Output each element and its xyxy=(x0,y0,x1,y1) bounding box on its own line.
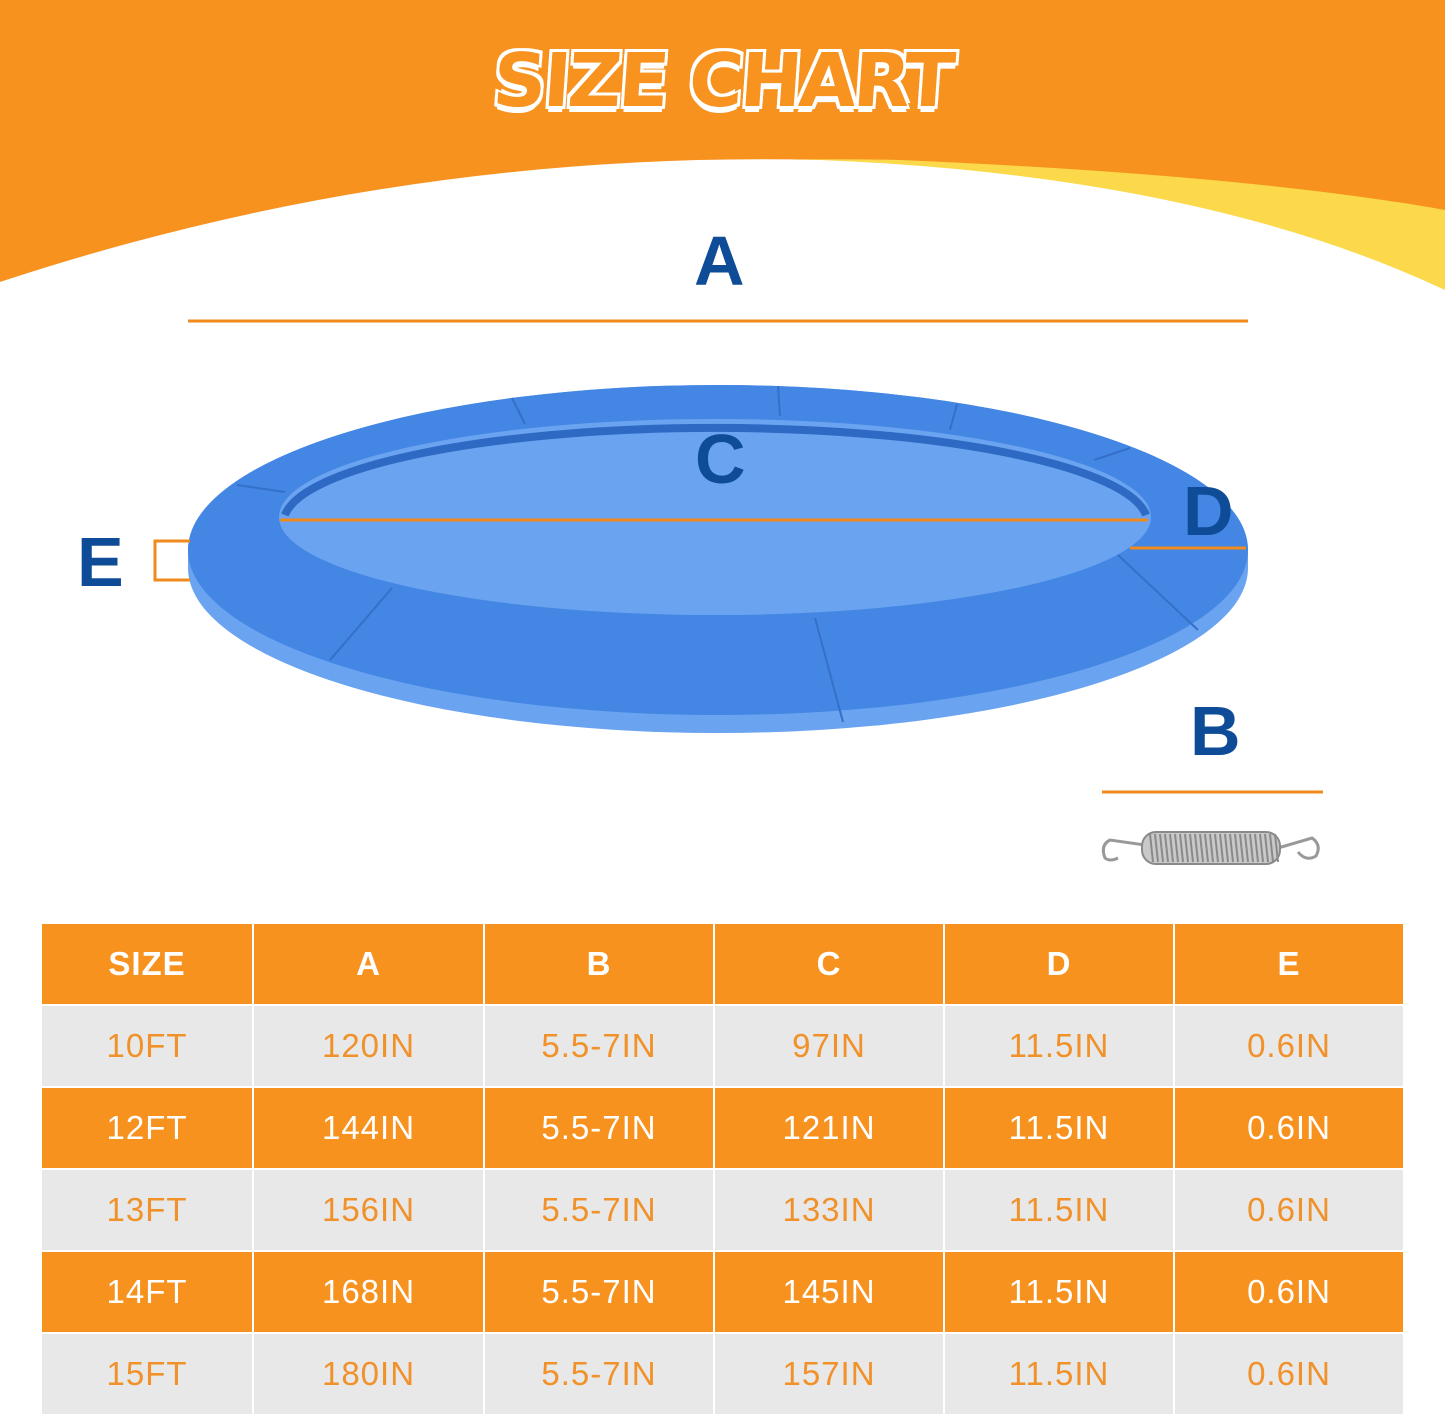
table-cell: 5.5-7IN xyxy=(483,1086,715,1170)
table-cell: 15FT xyxy=(40,1332,254,1416)
table-cell: 14FT xyxy=(40,1250,254,1334)
table-row: 15FT 180IN 5.5-7IN 157IN 11.5IN 0.6IN xyxy=(40,1332,1405,1416)
table-cell: 0.6IN xyxy=(1173,1086,1405,1170)
table-cell: 11.5IN xyxy=(943,1004,1175,1088)
table-cell: 12FT xyxy=(40,1086,254,1170)
table-cell: 5.5-7IN xyxy=(483,1332,715,1416)
header-d: D xyxy=(943,922,1175,1006)
table-cell: 0.6IN xyxy=(1173,1332,1405,1416)
table-cell: 11.5IN xyxy=(943,1168,1175,1252)
header-size: SIZE xyxy=(40,922,254,1006)
table-cell: 133IN xyxy=(713,1168,945,1252)
diagram-graphic xyxy=(0,0,1445,865)
table-cell: 97IN xyxy=(713,1004,945,1088)
table-cell: 11.5IN xyxy=(943,1086,1175,1170)
label-b: B xyxy=(1190,692,1241,770)
table-cell: 180IN xyxy=(252,1332,485,1416)
table-cell: 13FT xyxy=(40,1168,254,1252)
table-cell: 10FT xyxy=(40,1004,254,1088)
label-d: D xyxy=(1183,472,1234,550)
table-cell: 144IN xyxy=(252,1086,485,1170)
ring-seams xyxy=(236,385,1199,723)
table-row: 14FT 168IN 5.5-7IN 145IN 11.5IN 0.6IN xyxy=(40,1250,1405,1334)
table-cell: 157IN xyxy=(713,1332,945,1416)
ring-inner-edge xyxy=(281,423,1150,517)
table-cell: 121IN xyxy=(713,1086,945,1170)
table-cell: 168IN xyxy=(252,1250,485,1334)
table-row: 10FT 120IN 5.5-7IN 97IN 11.5IN 0.6IN xyxy=(40,1004,1405,1088)
header-c: C xyxy=(713,922,945,1006)
ring-pad xyxy=(188,385,1248,715)
table-cell: 156IN xyxy=(252,1168,485,1252)
table-cell: 5.5-7IN xyxy=(483,1250,715,1334)
label-c: C xyxy=(695,420,746,498)
spring-icon xyxy=(1101,831,1320,865)
header-a: A xyxy=(252,922,485,1006)
page-title: SIZE CHART xyxy=(489,37,956,126)
table-cell: 5.5-7IN xyxy=(483,1168,715,1252)
size-table: SIZE A B C D E 10FT 120IN 5.5-7IN 97IN 11.5I… xyxy=(40,922,1405,1416)
header-b: B xyxy=(483,922,715,1006)
header-e: E xyxy=(1173,922,1405,1006)
table-cell: 120IN xyxy=(252,1004,485,1088)
table-cell: 145IN xyxy=(713,1250,945,1334)
dimension-bracket-e xyxy=(153,539,190,582)
table-cell: 0.6IN xyxy=(1173,1168,1405,1252)
table-header-row: SIZE A B C D E xyxy=(40,922,1405,1006)
table-cell: 0.6IN xyxy=(1173,1004,1405,1088)
label-a: A xyxy=(694,222,745,300)
table-cell: 11.5IN xyxy=(943,1250,1175,1334)
table-row: 13FT 156IN 5.5-7IN 133IN 11.5IN 0.6IN xyxy=(40,1168,1405,1252)
label-e: E xyxy=(77,523,124,601)
table-cell: 0.6IN xyxy=(1173,1250,1405,1334)
table-row: 12FT 144IN 5.5-7IN 121IN 11.5IN 0.6IN xyxy=(40,1086,1405,1170)
table-cell: 5.5-7IN xyxy=(483,1004,715,1088)
table-cell: 11.5IN xyxy=(943,1332,1175,1416)
